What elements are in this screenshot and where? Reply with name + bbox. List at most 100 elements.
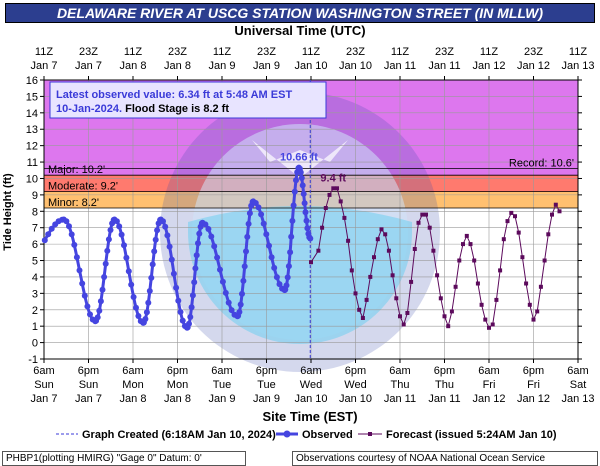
observed-point bbox=[71, 241, 78, 248]
observed-point bbox=[244, 233, 251, 240]
observed-point bbox=[187, 314, 194, 320]
forecast-point bbox=[416, 220, 421, 225]
observed-point bbox=[145, 299, 152, 306]
y-tick-label: 13 bbox=[26, 124, 38, 136]
latest-value-box bbox=[49, 81, 327, 119]
top-tick-date: Jan 8 bbox=[120, 60, 147, 72]
bottom-tick-time: 6pm bbox=[167, 365, 188, 377]
forecast-point bbox=[327, 192, 332, 197]
forecast-point bbox=[475, 281, 480, 286]
forecast-point bbox=[461, 242, 465, 247]
legend-observed-marker bbox=[283, 430, 291, 438]
top-tick-label: 23Z bbox=[346, 46, 365, 58]
observed-point bbox=[208, 233, 215, 240]
observed-point bbox=[298, 175, 305, 181]
observed-point bbox=[107, 227, 114, 233]
forecast-point bbox=[409, 279, 414, 284]
observed-point bbox=[166, 243, 173, 250]
forecast-point bbox=[364, 297, 369, 302]
y-tick-label: 14 bbox=[26, 108, 38, 120]
y-tick-label: -1 bbox=[28, 354, 38, 366]
bottom-tick-time: 6pm bbox=[434, 365, 455, 377]
y-tick-label: 16 bbox=[26, 75, 38, 87]
observed-point bbox=[160, 218, 166, 225]
latest-flood: Flood Stage is 8.2 ft bbox=[122, 103, 229, 115]
y-tick-label: 6 bbox=[32, 239, 38, 251]
y-tick-label: 10 bbox=[26, 173, 38, 185]
forecast-point bbox=[516, 230, 521, 235]
observed-point bbox=[240, 277, 247, 284]
observed-point bbox=[202, 221, 209, 228]
observed-point bbox=[283, 282, 290, 289]
bottom-tick-time: 6am bbox=[33, 365, 54, 377]
observed-point bbox=[217, 266, 223, 273]
bottom-tick-date: Jan 10 bbox=[339, 393, 372, 405]
observed-point bbox=[299, 182, 306, 189]
forecast-point bbox=[468, 242, 473, 247]
forecast-point bbox=[453, 284, 458, 289]
top-tick-date: Jan 11 bbox=[428, 60, 460, 72]
top-tick-date: Jan 10 bbox=[294, 60, 327, 72]
top-tick-label: 23Z bbox=[257, 46, 276, 58]
observed-point bbox=[192, 265, 199, 272]
forecast-point bbox=[353, 291, 358, 296]
forecast-point bbox=[472, 258, 477, 263]
observed-point bbox=[195, 240, 201, 247]
top-tick-date: Jan 12 bbox=[517, 60, 550, 72]
observed-point bbox=[175, 297, 182, 304]
top-tick-date: Jan 12 bbox=[472, 60, 505, 72]
top-tick-label: 11Z bbox=[391, 46, 409, 58]
y-axis-title: Tide Height (ft) bbox=[2, 173, 14, 251]
observed-point bbox=[128, 281, 135, 288]
observed-point bbox=[246, 210, 253, 217]
chart-title: DELAWARE RIVER AT USCG STATION WASHINGTO… bbox=[56, 5, 544, 21]
forecast-point bbox=[535, 309, 540, 314]
stage-label-1: Moderate: 9.2' bbox=[48, 181, 118, 193]
observed-point bbox=[193, 252, 200, 259]
top-axis-title: Universal Time (UTC) bbox=[234, 23, 365, 38]
observed-point bbox=[162, 223, 169, 230]
forecast-point bbox=[524, 281, 529, 286]
forecast-point bbox=[501, 237, 506, 242]
forecast-point bbox=[335, 186, 339, 191]
observed-point bbox=[113, 218, 120, 225]
bottom-tick-date: Jan 13 bbox=[561, 393, 594, 405]
observed-point bbox=[301, 200, 308, 207]
observed-point bbox=[290, 202, 297, 209]
observed-point bbox=[228, 307, 235, 314]
bottom-tick-time: 6am bbox=[478, 365, 499, 377]
bottom-tick-day: Sun bbox=[79, 379, 99, 391]
observed-point bbox=[101, 274, 108, 280]
latest-line1: Latest observed value: 6.34 ft at 5:48 A… bbox=[56, 89, 292, 101]
observed-point bbox=[173, 284, 180, 291]
observed-point bbox=[289, 217, 296, 224]
top-tick-label: 11Z bbox=[213, 46, 231, 58]
bottom-tick-time: 6am bbox=[389, 365, 410, 377]
observed-point bbox=[123, 254, 130, 261]
bottom-tick-date: Jan 12 bbox=[517, 393, 550, 405]
forecast-point bbox=[349, 268, 354, 273]
observed-point bbox=[205, 226, 212, 232]
top-tick-label: 11Z bbox=[569, 46, 587, 58]
top-tick-label: 11Z bbox=[480, 46, 498, 58]
footer-right: Observations courtesy of NOAA National O… bbox=[292, 451, 598, 466]
observed-point bbox=[307, 235, 314, 242]
observed-point bbox=[293, 177, 299, 184]
observed-point bbox=[146, 288, 153, 294]
top-tick-date: Jan 10 bbox=[339, 60, 372, 72]
observed-point bbox=[188, 304, 195, 311]
record-label: Record: 10.6' bbox=[509, 158, 574, 170]
top-tick-date: Jan 13 bbox=[561, 60, 594, 72]
forecast-point bbox=[346, 238, 351, 243]
bottom-tick-day: Wed bbox=[344, 379, 366, 391]
forecast-point bbox=[320, 225, 325, 230]
forecast-point bbox=[368, 274, 373, 279]
observed-point bbox=[102, 260, 109, 267]
observed-point bbox=[116, 223, 123, 230]
forecast-point bbox=[398, 314, 402, 319]
observed-point bbox=[151, 248, 158, 255]
observed-point bbox=[236, 309, 243, 315]
forecast-point bbox=[331, 186, 336, 191]
observed-point bbox=[148, 274, 155, 281]
bottom-tick-time: 6pm bbox=[78, 365, 99, 377]
